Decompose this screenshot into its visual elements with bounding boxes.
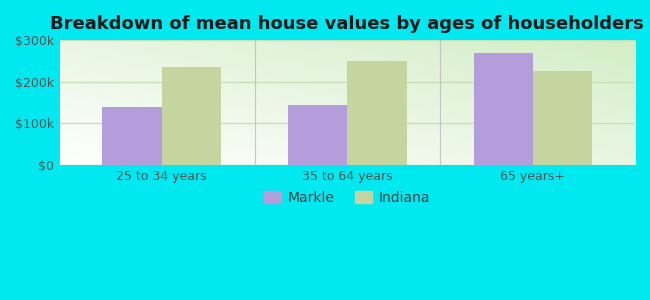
Bar: [162, 67, 221, 165]
Title: Breakdown of mean house values by ages of householders: Breakdown of mean house values by ages o…: [51, 15, 644, 33]
Bar: [533, 71, 592, 165]
Legend: Markle, Indiana: Markle, Indiana: [259, 185, 436, 210]
Bar: [102, 107, 162, 165]
Bar: [288, 105, 347, 165]
Bar: [474, 52, 533, 165]
Bar: [347, 61, 407, 165]
